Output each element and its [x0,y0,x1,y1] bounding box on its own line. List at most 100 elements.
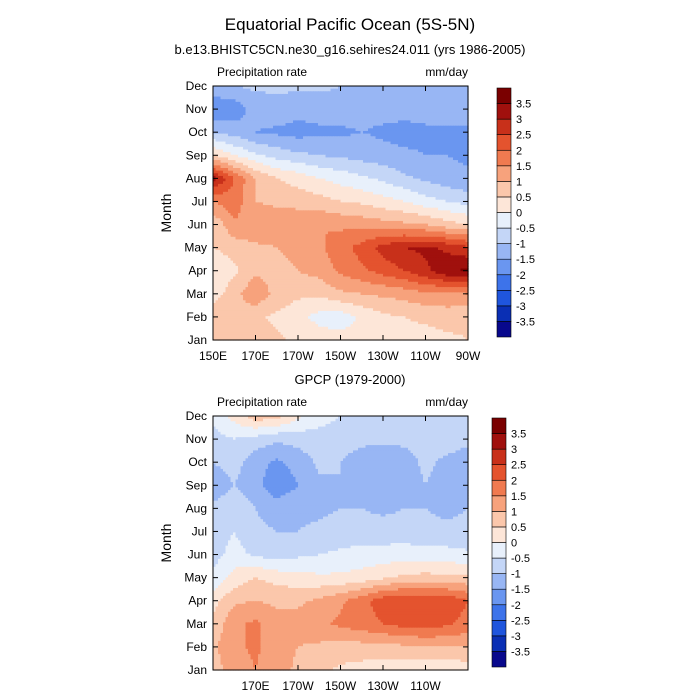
heatmap-cell [298,123,302,127]
heatmap-cell [363,91,367,95]
heatmap-cell [430,112,434,116]
heatmap-cell [250,101,254,106]
heatmap-cell [323,170,327,174]
heatmap-cell [453,104,457,108]
heatmap-cell [425,128,429,132]
heatmap-cell [278,149,282,153]
heatmap-cell [400,144,404,148]
heatmap-cell [253,141,257,145]
heatmap-cell [298,91,302,95]
heatmap-cell [238,128,242,132]
heatmap-cell [268,125,272,129]
heatmap-cell [405,136,409,140]
heatmap-cell [370,109,374,114]
heatmap-cell [270,157,274,161]
heatmap-cell [358,88,362,92]
heatmap-cell [410,117,414,121]
heatmap-cell [415,115,419,119]
heatmap-cell [335,99,339,103]
heatmap-cell [385,91,389,95]
heatmap-cell [255,165,259,169]
heatmap-cell [398,112,402,116]
heatmap-cell [298,165,302,169]
heatmap-cell [303,130,307,135]
heatmap-cell [465,173,469,177]
heatmap-cell [308,138,312,143]
heatmap-cell [348,125,352,129]
heatmap-cell [380,91,384,95]
heatmap-cell [413,86,417,90]
heatmap-cell [308,152,312,156]
heatmap-cell [308,115,312,119]
heatmap-cell [325,104,329,108]
heatmap-cell [358,99,362,103]
heatmap-cell [378,152,382,156]
heatmap-cell [365,141,369,145]
heatmap-cell [378,133,382,137]
heatmap-cell [365,138,369,143]
heatmap-cell [285,120,289,124]
heatmap-cell [380,160,384,164]
heatmap-cell [313,125,317,129]
heatmap-cell [260,170,264,174]
heatmap-cell [295,107,299,111]
heatmap-cell [353,104,357,108]
heatmap-cell [355,109,359,114]
heatmap-cell [213,104,217,108]
heatmap-cell [380,168,384,172]
heatmap-cell [345,170,349,174]
heatmap-cell [463,165,467,169]
heatmap-cell [290,125,294,129]
heatmap-cell [275,149,279,153]
heatmap-cell [345,107,349,111]
heatmap-cell [463,157,467,161]
heatmap-cell [218,93,222,98]
heatmap-cell [240,91,244,95]
heatmap-cell [333,117,337,121]
heatmap-cell [428,101,432,106]
heatmap-cell [245,115,249,119]
heatmap-cell [228,138,232,143]
heatmap-cell [343,93,347,98]
heatmap-cell [345,96,349,100]
heatmap-cell [370,117,374,121]
heatmap-cell [335,88,339,92]
heatmap-cell [413,165,417,169]
heatmap-cell [365,96,369,100]
heatmap-cell [250,138,254,143]
heatmap-cell [223,136,227,140]
heatmap-cell [383,168,387,172]
heatmap-cell [373,138,377,143]
heatmap-cell [430,168,434,172]
heatmap-cell [393,138,397,143]
heatmap-cell [290,170,294,174]
heatmap-cell [278,104,282,108]
heatmap-cell [395,86,399,90]
heatmap-cell [308,141,312,145]
heatmap-cell [228,149,232,153]
heatmap-cell [405,149,409,153]
heatmap-cell [275,152,279,156]
heatmap-cell [263,96,267,100]
heatmap-cell [348,146,352,151]
heatmap-cell [293,112,297,116]
heatmap-cell [253,168,257,172]
heatmap-cell [430,120,434,124]
heatmap-cell [433,96,437,100]
heatmap-cell [243,115,247,119]
heatmap-cell [445,162,449,166]
heatmap-cell [295,136,299,140]
heatmap-cell [313,175,317,180]
heatmap-cell [413,104,417,108]
heatmap-cell [420,101,424,106]
heatmap-cell [460,173,464,177]
heatmap-cell [460,96,464,100]
heatmap-cell [413,136,417,140]
heatmap-cell [213,115,217,119]
heatmap-cell [365,115,369,119]
heatmap-cell [310,178,314,182]
heatmap-cell [453,136,457,140]
heatmap-cell [403,144,407,148]
heatmap-cell [340,162,344,166]
heatmap-cell [280,120,284,124]
